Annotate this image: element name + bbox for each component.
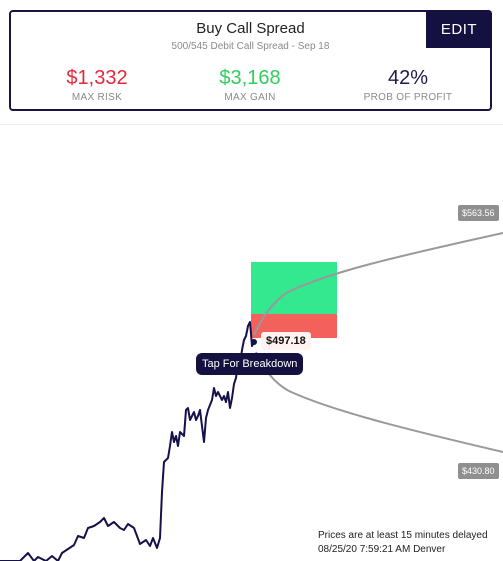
max-gain-value: $3,168 bbox=[219, 67, 281, 89]
prob-profit-stat: 42% PROB OF PROFIT bbox=[338, 66, 478, 103]
header-divider bbox=[0, 124, 503, 125]
footer-note: Prices are at least 15 minutes delayed 0… bbox=[318, 529, 488, 557]
profit-zone bbox=[251, 262, 337, 314]
prob-profit-label: PROB OF PROFIT bbox=[363, 92, 453, 103]
max-gain-label: MAX GAIN bbox=[224, 92, 276, 103]
timestamp: 08/25/20 7:59:21 AM Denver bbox=[318, 544, 446, 555]
tap-for-breakdown-button[interactable]: Tap For Breakdown bbox=[196, 353, 304, 375]
current-price-label: $497.18 bbox=[261, 332, 311, 350]
price-history-line bbox=[0, 321, 255, 561]
strategy-card: Buy Call Spread 500/545 Debit Call Sprea… bbox=[9, 10, 492, 111]
delay-note: Prices are at least 15 minutes delayed bbox=[318, 530, 488, 541]
max-risk-stat: $1,332 MAX RISK bbox=[27, 66, 167, 103]
max-risk-value: $1,332 bbox=[66, 67, 128, 89]
current-price-marker bbox=[251, 339, 257, 345]
max-risk-label: MAX RISK bbox=[71, 92, 123, 103]
strategy-subtitle: 500/545 Debit Call Spread - Sep 18 bbox=[171, 41, 330, 52]
strategy-title: Buy Call Spread bbox=[196, 20, 305, 37]
upper-price-tag: $563.56 bbox=[458, 205, 499, 221]
upper-projection-line bbox=[253, 232, 503, 336]
lower-price-tag: $430.80 bbox=[458, 463, 499, 479]
edit-button[interactable]: EDIT bbox=[426, 10, 492, 48]
prob-profit-value: 42% bbox=[387, 67, 429, 89]
max-gain-stat: $3,168 MAX GAIN bbox=[180, 66, 320, 103]
